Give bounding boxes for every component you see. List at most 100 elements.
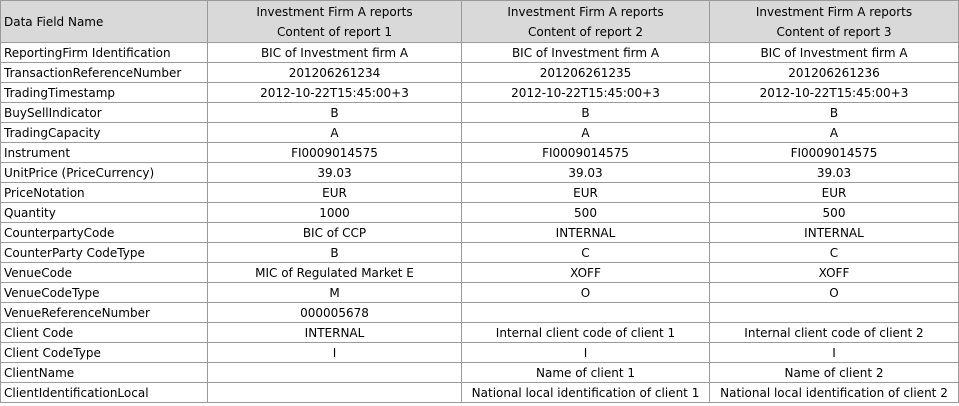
report-1-value-cell: 1000 <box>207 202 462 223</box>
report-1-value-cell <box>207 382 462 403</box>
report-1-value-cell: 201206261234 <box>207 62 462 83</box>
report-3-value-cell: XOFF <box>709 262 959 283</box>
report-1-value-cell: BIC of CCP <box>207 222 462 243</box>
field-name-cell: VenueCodeType <box>0 282 208 303</box>
report-3-value-cell: I <box>709 342 959 363</box>
header-report-2-line1: Investment Firm A reports <box>507 4 664 19</box>
field-name-cell: Instrument <box>0 142 208 163</box>
table-row: CounterpartyCode BIC of CCP INTERNAL INTERN… <box>0 222 959 243</box>
report-2-value-cell: C <box>461 242 710 263</box>
report-3-value-cell: 2012-10-22T15:45:00+3 <box>709 82 959 103</box>
report-2-value-cell: INTERNAL <box>461 222 710 243</box>
report-3-value-cell: National local identification of client … <box>709 382 959 403</box>
report-1-value-cell: BIC of Investment firm A <box>207 42 462 63</box>
header-row: Data Field Name Investment Firm A report… <box>0 0 959 43</box>
report-1-value-cell: 000005678 <box>207 302 462 323</box>
report-3-value-cell: 39.03 <box>709 162 959 183</box>
report-2-value-cell: 500 <box>461 202 710 223</box>
report-2-value-cell: BIC of Investment firm A <box>461 42 710 63</box>
table-row: CounterParty CodeType B C C <box>0 242 959 263</box>
report-1-value-cell: MIC of Regulated Market E <box>207 262 462 283</box>
report-1-value-cell: INTERNAL <box>207 322 462 343</box>
table-row: Client Code INTERNAL Internal client code … <box>0 322 959 343</box>
report-1-value-cell: 39.03 <box>207 162 462 183</box>
table-row: Instrument FI0009014575 FI0009014575 FI0009… <box>0 142 959 163</box>
report-3-value-cell: INTERNAL <box>709 222 959 243</box>
table-row: Client CodeType I I I <box>0 342 959 363</box>
table-row: UnitPrice (PriceCurrency) 39.03 39.03 39.03 <box>0 162 959 183</box>
header-report-1-line1: Investment Firm A reports <box>256 4 413 19</box>
field-name-cell: CounterpartyCode <box>0 222 208 243</box>
header-report-1: Investment Firm A reports Content of rep… <box>207 0 462 43</box>
report-2-value-cell: B <box>461 102 710 123</box>
table-row: VenueCodeType M O O <box>0 282 959 303</box>
table-row: ClientName Name of client 1 Name of client… <box>0 362 959 383</box>
header-report-3-line2: Content of report 3 <box>776 24 892 39</box>
report-1-value-cell: M <box>207 282 462 303</box>
report-3-value-cell: 201206261236 <box>709 62 959 83</box>
field-name-cell: TransactionReferenceNumber <box>0 62 208 83</box>
report-1-value-cell: B <box>207 102 462 123</box>
report-1-value-cell: A <box>207 122 462 143</box>
report-3-value-cell: O <box>709 282 959 303</box>
field-name-cell: Client CodeType <box>0 342 208 363</box>
table-body: ReportingFirm Identification BIC of Inves… <box>0 42 959 403</box>
report-3-value-cell: A <box>709 122 959 143</box>
header-report-2: Investment Firm A reports Content of rep… <box>461 0 710 43</box>
report-2-value-cell: EUR <box>461 182 710 203</box>
report-3-value-cell: Name of client 2 <box>709 362 959 383</box>
report-2-value-cell: 2012-10-22T15:45:00+3 <box>461 82 710 103</box>
report-3-value-cell: BIC of Investment firm A <box>709 42 959 63</box>
field-name-cell: VenueCode <box>0 262 208 283</box>
table-row: ClientIdentificationLocal National local … <box>0 382 959 403</box>
report-3-value-cell: EUR <box>709 182 959 203</box>
table-row: PriceNotation EUR EUR EUR <box>0 182 959 203</box>
field-name-cell: UnitPrice (PriceCurrency) <box>0 162 208 183</box>
table-row: VenueCode MIC of Regulated Market E XOFF XO… <box>0 262 959 283</box>
report-2-value-cell: 201206261235 <box>461 62 710 83</box>
report-1-value-cell: I <box>207 342 462 363</box>
report-3-value-cell: C <box>709 242 959 263</box>
field-name-cell: TradingCapacity <box>0 122 208 143</box>
report-3-value-cell: FI0009014575 <box>709 142 959 163</box>
report-1-value-cell: B <box>207 242 462 263</box>
report-1-value-cell <box>207 362 462 383</box>
report-2-value-cell: I <box>461 342 710 363</box>
report-2-value-cell: FI0009014575 <box>461 142 710 163</box>
field-name-cell: ClientIdentificationLocal <box>0 382 208 403</box>
field-name-cell: ReportingFirm Identification <box>0 42 208 63</box>
table-row: VenueReferenceNumber 000005678 <box>0 302 959 323</box>
table-row: TransactionReferenceNumber 201206261234 20… <box>0 62 959 83</box>
report-1-value-cell: 2012-10-22T15:45:00+3 <box>207 82 462 103</box>
table-row: Quantity 1000 500 500 <box>0 202 959 223</box>
report-1-value-cell: FI0009014575 <box>207 142 462 163</box>
header-report-3: Investment Firm A reports Content of rep… <box>709 0 959 43</box>
table-row: ReportingFirm Identification BIC of Inves… <box>0 42 959 63</box>
header-report-1-line2: Content of report 1 <box>276 24 393 39</box>
field-name-cell: VenueReferenceNumber <box>0 302 208 323</box>
report-3-value-cell: B <box>709 102 959 123</box>
report-3-value-cell: 500 <box>709 202 959 223</box>
field-name-cell: BuySellIndicator <box>0 102 208 123</box>
field-name-cell: TradingTimestamp <box>0 82 208 103</box>
header-report-2-line2: Content of report 2 <box>527 24 644 39</box>
field-name-cell: Client Code <box>0 322 208 343</box>
table-row: TradingTimestamp 2012-10-22T15:45:00+3 201… <box>0 82 959 103</box>
report-2-value-cell: 39.03 <box>461 162 710 183</box>
report-2-value-cell: Name of client 1 <box>461 362 710 383</box>
field-name-cell: ClientName <box>0 362 208 383</box>
field-name-cell: PriceNotation <box>0 182 208 203</box>
report-2-value-cell: Internal client code of client 1 <box>461 322 710 343</box>
report-2-value-cell: A <box>461 122 710 143</box>
header-field-name: Data Field Name <box>0 0 208 43</box>
report-3-value-cell <box>709 302 959 323</box>
report-2-value-cell: XOFF <box>461 262 710 283</box>
field-name-cell: CounterParty CodeType <box>0 242 208 263</box>
report-2-value-cell: National local identification of client … <box>461 382 710 403</box>
table-row: TradingCapacity A A A <box>0 122 959 143</box>
report-2-value-cell: O <box>461 282 710 303</box>
report-2-value-cell <box>461 302 710 323</box>
field-name-cell: Quantity <box>0 202 208 223</box>
header-report-3-line1: Investment Firm A reports <box>755 4 913 19</box>
